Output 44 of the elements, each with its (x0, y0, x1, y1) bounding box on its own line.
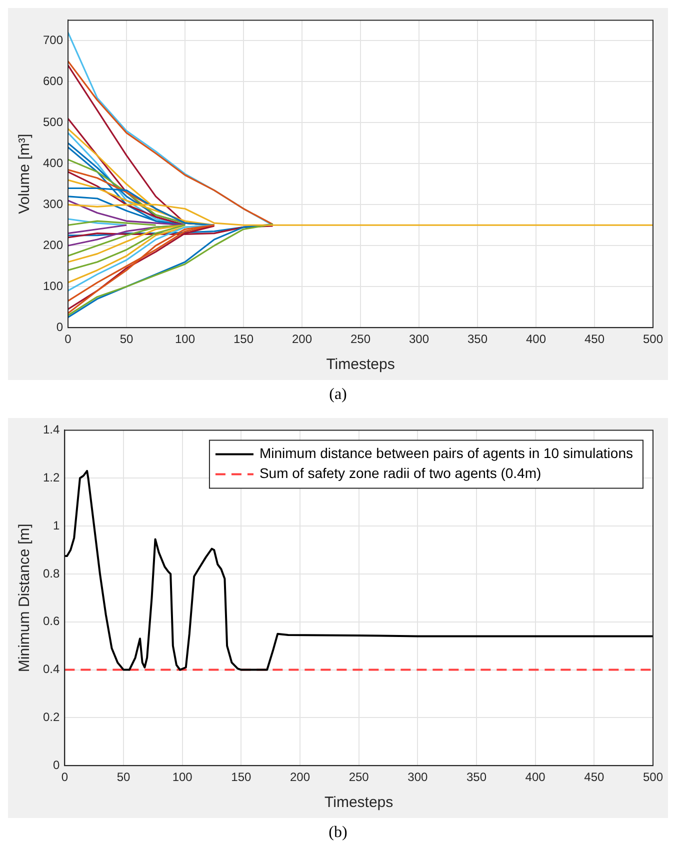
y-tick-label: 500 (42, 114, 64, 129)
x-tick-label: 250 (348, 770, 370, 784)
y-tick-label: 0.8 (42, 566, 60, 580)
y-tick-label: 700 (42, 33, 64, 48)
x-tick-label: 50 (120, 332, 134, 346)
y-tick-label: 1 (52, 518, 60, 532)
x-tick-label: 500 (642, 770, 664, 784)
x-tick-label: 500 (642, 332, 664, 346)
y-tick-label: 100 (42, 278, 64, 293)
legend-label: Minimum distance between pairs of agents in 10 simulations (259, 445, 633, 462)
y-tick-label: 0.6 (42, 614, 60, 628)
y-axis-title: Minimum Distance [m] (16, 524, 34, 672)
x-tick-label: 350 (466, 770, 487, 784)
x-tick-label: 150 (233, 332, 254, 346)
x-tick-label: 400 (526, 332, 546, 346)
text: (b) (328, 824, 348, 842)
y-tick-label: 0 (52, 758, 60, 772)
x-tick-label: 200 (290, 770, 310, 784)
x-tick-label: 200 (292, 332, 312, 346)
text: (a) (328, 386, 348, 404)
y-tick-label: 0 (56, 320, 64, 334)
x-tick-label: 450 (584, 770, 604, 784)
x-tick-label: 450 (584, 332, 605, 346)
x-tick-label: 150 (231, 770, 252, 784)
x-tick-label: 300 (408, 332, 430, 346)
x-tick-label: 50 (116, 770, 131, 784)
y-tick-label: 0.2 (42, 710, 60, 724)
y-tick-label: 600 (42, 74, 64, 88)
y-tick-label: 1.2 (42, 470, 60, 484)
x-tick-label: 350 (467, 332, 488, 346)
x-tick-label: 400 (525, 770, 546, 784)
y-tick-label: 1.4 (42, 422, 60, 437)
x-axis-title: Timesteps (326, 356, 395, 374)
x-tick-label: 100 (172, 770, 193, 784)
y-tick-label: 300 (42, 196, 64, 211)
x-tick-label: 300 (408, 770, 428, 784)
y-tick-label: 200 (42, 238, 64, 252)
x-tick-label: 100 (175, 332, 196, 346)
y-tick-label: 0.4 (42, 662, 60, 676)
x-axis-title: Timesteps (324, 794, 394, 812)
y-tick-label: 400 (42, 156, 64, 170)
legend-label: Sum of safety zone radii of two agents (0.4m) (259, 465, 542, 482)
x-tick-label: 250 (350, 332, 371, 346)
y-axis-title: Volume [m³] (16, 134, 34, 214)
